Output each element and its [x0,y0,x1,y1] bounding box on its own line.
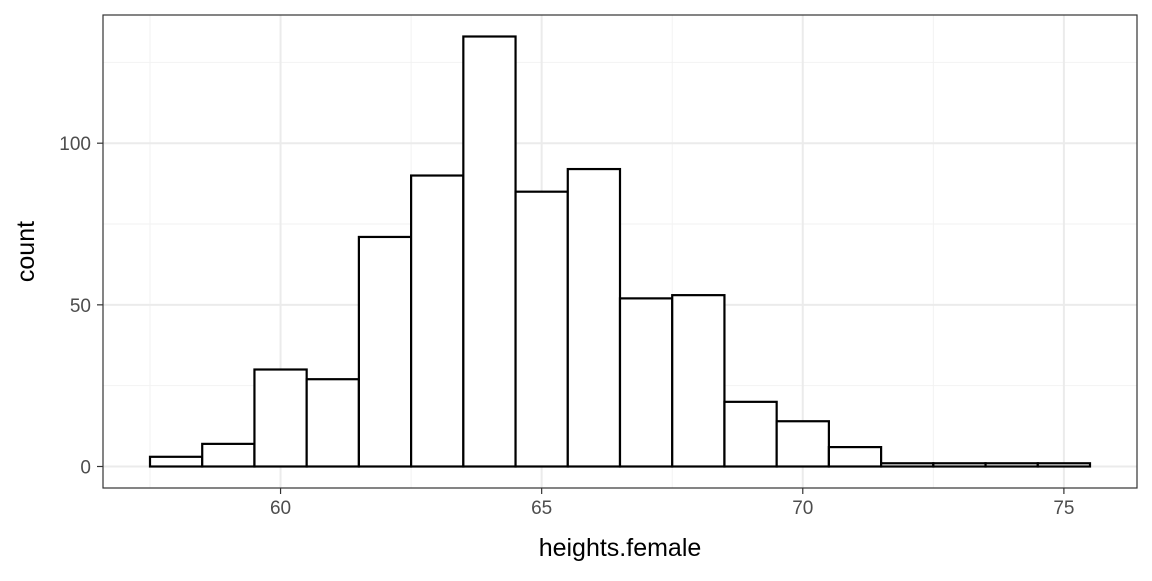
histogram-bar [932,462,987,468]
x-tick-label: 70 [792,498,813,519]
histogram-bar [462,35,517,468]
histogram-bar [514,190,569,468]
histogram-bar [984,462,1039,468]
x-axis-title: heights.female [539,534,702,562]
histogram-bar [148,455,204,468]
histogram-bar [566,167,622,468]
x-tick-label: 75 [1053,498,1074,519]
y-tick-label: 0 [80,458,91,479]
histogram-bar [723,400,778,468]
histogram-bar [880,462,935,468]
ticks-layer: 60 65 70 75 0 50 100 [59,134,1074,519]
panel-border [102,14,1138,489]
histogram-bar [305,378,360,468]
histogram-bar [357,235,413,468]
x-tick-label: 60 [270,498,291,519]
y-tick-label: 50 [70,296,91,317]
histogram-bar [618,297,674,468]
histogram-bar [253,368,308,468]
bars-layer [148,35,1092,468]
histogram-bar [671,294,726,468]
histogram-bar [827,446,883,468]
histogram-bar [775,420,830,468]
histogram-bar [1036,462,1092,468]
histogram-bar [410,174,465,468]
histogram-bar [201,442,256,468]
x-tick-label: 65 [531,498,552,519]
y-tick-label: 100 [59,134,91,155]
y-axis-title: count [12,221,40,282]
